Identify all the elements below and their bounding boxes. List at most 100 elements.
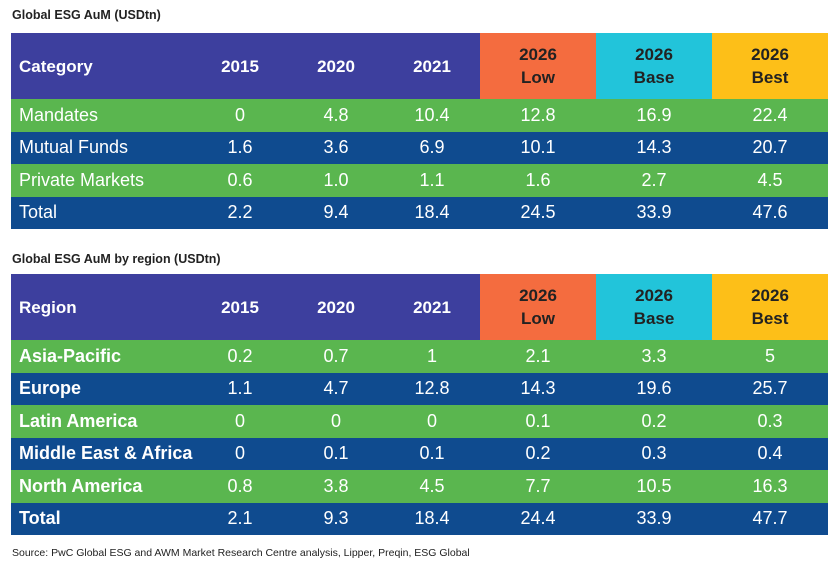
row-label: Middle East & Africa — [11, 437, 192, 470]
value-cell: 1.1 — [384, 164, 480, 197]
value-cell: 4.5 — [712, 164, 828, 197]
header-row: Region 2015 2020 2021 2026 Low 2026 Base… — [11, 274, 828, 340]
header-row: Category 2015 2020 2021 2026 Low 2026 Ba… — [11, 33, 828, 99]
table-title-esg-aum-region: Global ESG AuM by region (USDtn) — [12, 252, 221, 266]
value-cell: 14.3 — [596, 131, 712, 164]
value-cell: 47.6 — [712, 196, 828, 229]
table-row: Middle East & Africa 0 0.1 0.1 0.2 0.3 0.4 — [11, 437, 828, 470]
value-cell: 16.3 — [712, 470, 828, 503]
row-label: North America — [11, 470, 192, 503]
value-cell: 19.6 — [596, 372, 712, 405]
header-2026-low-year: 2026 — [519, 286, 557, 305]
value-cell: 2.7 — [596, 164, 712, 197]
table-body: Mandates 0 4.8 10.4 12.8 16.9 22.4 Mutual Funds… — [11, 99, 828, 229]
header-2020: 2020 — [288, 33, 384, 99]
table-row: Total 2.1 9.3 18.4 24.4 33.9 47.7 — [11, 502, 828, 535]
value-cell: 3.8 — [288, 470, 384, 503]
value-cell: 0 — [192, 99, 288, 132]
header-2026-best-scenario: Best — [751, 68, 789, 87]
value-cell: 0.1 — [480, 405, 596, 438]
value-cell: 25.7 — [712, 372, 828, 405]
value-cell: 12.8 — [384, 372, 480, 405]
value-cell: 4.5 — [384, 470, 480, 503]
value-cell: 6.9 — [384, 131, 480, 164]
value-cell: 1.6 — [480, 164, 596, 197]
value-cell: 20.7 — [712, 131, 828, 164]
header-2026-low-year: 2026 — [519, 45, 557, 64]
source-note: Source: PwC Global ESG and AWM Market Re… — [12, 547, 470, 559]
row-label: Mutual Funds — [11, 131, 192, 164]
table-row: Latin America 0 0 0 0.1 0.2 0.3 — [11, 405, 828, 438]
header-2026-best-scenario: Best — [751, 309, 789, 328]
value-cell: 24.5 — [480, 196, 596, 229]
header-2026-best: 2026 Best — [712, 274, 828, 340]
value-cell: 3.6 — [288, 131, 384, 164]
value-cell: 14.3 — [480, 372, 596, 405]
row-label: Total — [11, 502, 192, 535]
value-cell: 1.6 — [192, 131, 288, 164]
table-title-esg-aum: Global ESG AuM (USDtn) — [12, 8, 161, 22]
value-cell: 4.8 — [288, 99, 384, 132]
header-2026-base: 2026 Base — [596, 33, 712, 99]
value-cell: 1.1 — [192, 372, 288, 405]
header-2021: 2021 — [384, 274, 480, 340]
header-2026-low: 2026 Low — [480, 33, 596, 99]
header-2021: 2021 — [384, 33, 480, 99]
value-cell: 5 — [712, 340, 828, 373]
row-label: Asia-Pacific — [11, 340, 192, 373]
value-cell: 0.3 — [596, 437, 712, 470]
table-row: North America 0.8 3.8 4.5 7.7 10.5 16.3 — [11, 470, 828, 503]
value-cell: 0 — [192, 437, 288, 470]
value-cell: 22.4 — [712, 99, 828, 132]
row-label: Europe — [11, 372, 192, 405]
header-2015: 2015 — [192, 274, 288, 340]
value-cell: 2.1 — [480, 340, 596, 373]
value-cell: 0.4 — [712, 437, 828, 470]
header-2026-base-scenario: Base — [633, 68, 675, 87]
value-cell: 33.9 — [596, 196, 712, 229]
value-cell: 0 — [384, 405, 480, 438]
esg-aum-category-table: Category 2015 2020 2021 2026 Low 2026 Ba… — [11, 33, 828, 229]
value-cell: 24.4 — [480, 502, 596, 535]
header-2026-low: 2026 Low — [480, 274, 596, 340]
value-cell: 0.8 — [192, 470, 288, 503]
value-cell: 10.1 — [480, 131, 596, 164]
value-cell: 2.1 — [192, 502, 288, 535]
header-2026-base-scenario: Base — [633, 309, 675, 328]
header-2026-best-year: 2026 — [751, 45, 789, 64]
header-2015: 2015 — [192, 33, 288, 99]
value-cell: 7.7 — [480, 470, 596, 503]
value-cell: 0.3 — [712, 405, 828, 438]
value-cell: 0 — [288, 405, 384, 438]
value-cell: 0.2 — [596, 405, 712, 438]
table-body: Asia-Pacific 0.2 0.7 1 2.1 3.3 5 Europe 1.1 4.7 12… — [11, 340, 828, 535]
row-label: Total — [11, 196, 192, 229]
header-2026-low-scenario: Low — [521, 68, 555, 87]
table-row: Asia-Pacific 0.2 0.7 1 2.1 3.3 5 — [11, 340, 828, 373]
value-cell: 1.0 — [288, 164, 384, 197]
header-region: Region — [11, 274, 192, 340]
header-2026-best-year: 2026 — [751, 286, 789, 305]
table-row: Private Markets 0.6 1.0 1.1 1.6 2.7 4.5 — [11, 164, 828, 197]
value-cell: 0.2 — [192, 340, 288, 373]
table-row: Europe 1.1 4.7 12.8 14.3 19.6 25.7 — [11, 372, 828, 405]
header-category: Category — [11, 33, 192, 99]
value-cell: 47.7 — [712, 502, 828, 535]
table-row: Mandates 0 4.8 10.4 12.8 16.9 22.4 — [11, 99, 828, 132]
value-cell: 0.2 — [480, 437, 596, 470]
value-cell: 12.8 — [480, 99, 596, 132]
value-cell: 18.4 — [384, 502, 480, 535]
value-cell: 0 — [192, 405, 288, 438]
value-cell: 9.4 — [288, 196, 384, 229]
header-2020: 2020 — [288, 274, 384, 340]
value-cell: 33.9 — [596, 502, 712, 535]
value-cell: 0.1 — [288, 437, 384, 470]
header-2026-base: 2026 Base — [596, 274, 712, 340]
value-cell: 0.7 — [288, 340, 384, 373]
table-row: Mutual Funds 1.6 3.6 6.9 10.1 14.3 20.7 — [11, 131, 828, 164]
value-cell: 18.4 — [384, 196, 480, 229]
value-cell: 2.2 — [192, 196, 288, 229]
header-2026-low-scenario: Low — [521, 309, 555, 328]
row-label: Private Markets — [11, 164, 192, 197]
esg-aum-region-table: Region 2015 2020 2021 2026 Low 2026 Base… — [11, 274, 828, 535]
